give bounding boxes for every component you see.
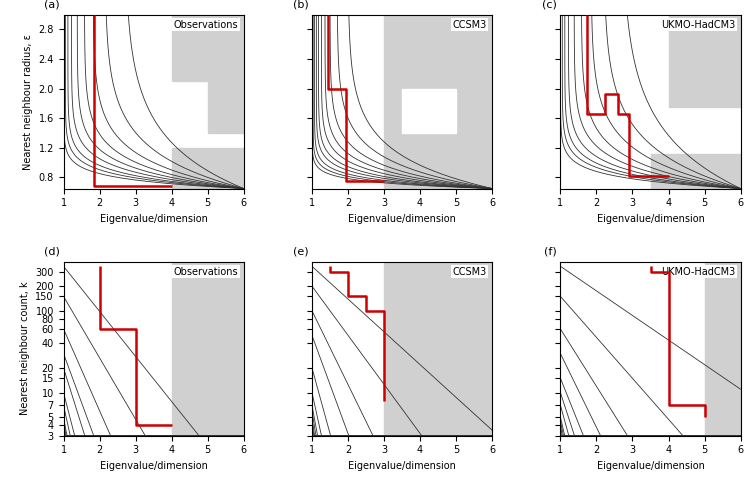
- Bar: [402, 89, 456, 133]
- Text: CCSM3: CCSM3: [453, 20, 487, 30]
- Text: UKMO-HadCM3: UKMO-HadCM3: [661, 267, 735, 277]
- Y-axis label: Nearest neighbour count, k: Nearest neighbour count, k: [19, 282, 30, 415]
- X-axis label: Eigenvalue/dimension: Eigenvalue/dimension: [99, 461, 207, 471]
- Bar: [669, 15, 741, 107]
- Bar: [171, 261, 244, 436]
- Text: (f): (f): [544, 246, 557, 257]
- Y-axis label: Nearest neighbour radius, ε: Nearest neighbour radius, ε: [23, 33, 33, 169]
- X-axis label: Eigenvalue/dimension: Eigenvalue/dimension: [597, 461, 705, 471]
- Text: (c): (c): [542, 0, 557, 9]
- Bar: [171, 15, 244, 81]
- Text: (a): (a): [44, 0, 60, 9]
- Bar: [384, 153, 492, 189]
- Text: (d): (d): [44, 246, 60, 257]
- Text: UKMO-HadCM3: UKMO-HadCM3: [661, 20, 735, 30]
- Text: Observations: Observations: [174, 267, 238, 277]
- Bar: [384, 15, 492, 163]
- X-axis label: Eigenvalue/dimension: Eigenvalue/dimension: [99, 214, 207, 224]
- Text: (b): (b): [292, 0, 308, 9]
- Text: Observations: Observations: [174, 20, 238, 30]
- Bar: [651, 154, 741, 189]
- X-axis label: Eigenvalue/dimension: Eigenvalue/dimension: [597, 214, 705, 224]
- Text: (e): (e): [292, 246, 308, 257]
- Text: CCSM3: CCSM3: [453, 267, 487, 277]
- X-axis label: Eigenvalue/dimension: Eigenvalue/dimension: [348, 461, 456, 471]
- Bar: [384, 261, 492, 436]
- Bar: [705, 261, 741, 436]
- X-axis label: Eigenvalue/dimension: Eigenvalue/dimension: [348, 214, 456, 224]
- Bar: [171, 148, 244, 189]
- Bar: [208, 81, 244, 133]
